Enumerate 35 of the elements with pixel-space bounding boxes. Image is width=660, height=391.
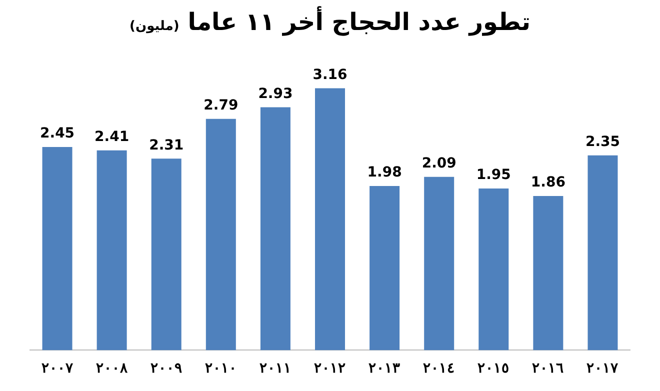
x-tick-label: ٢٠١٦ [532, 359, 564, 376]
data-label: 2.09 [422, 156, 456, 172]
x-tick-label: ٢٠١١ [259, 359, 292, 376]
x-tick-label: ٢٠١٤ [423, 359, 456, 376]
bar [478, 188, 509, 350]
data-label: 2.45 [40, 126, 75, 142]
x-tick-label: ٢٠٠٩ [150, 359, 182, 376]
bar [424, 176, 454, 350]
data-label: 2.35 [585, 134, 620, 150]
bar [96, 150, 127, 350]
chart-title: تطور عدد الحجاج أخر ١١ عاما [188, 8, 530, 36]
bar [260, 107, 290, 350]
x-tick-label: ٢٠١٥ [478, 359, 510, 376]
data-label: 3.16 [312, 66, 348, 83]
x-tick-label: ٢٠٠٨ [96, 359, 128, 376]
data-label: 1.86 [530, 174, 566, 191]
data-label: 2.79 [204, 98, 238, 114]
x-tick-label: ٢٠١٣ [368, 359, 401, 376]
data-label: 2.31 [149, 137, 184, 154]
bar [370, 186, 400, 350]
data-label: 1.95 [476, 167, 511, 184]
x-tick-label: ٢٠١٠ [204, 359, 237, 376]
x-tick-label: ٢٠١٧ [586, 359, 619, 376]
chart-subtitle: (مليون) [130, 19, 180, 34]
bar [151, 158, 182, 350]
bar [206, 118, 236, 350]
data-label: 2.93 [258, 86, 293, 102]
data-label: 1.98 [367, 164, 402, 181]
x-tick-label: ٢٠٠٧ [41, 359, 74, 376]
data-label: 2.41 [94, 129, 130, 146]
bar [42, 147, 72, 350]
bar [588, 155, 618, 350]
bar [315, 88, 345, 350]
x-tick-label: ٢٠١٢ [314, 359, 346, 376]
bar [533, 196, 564, 350]
